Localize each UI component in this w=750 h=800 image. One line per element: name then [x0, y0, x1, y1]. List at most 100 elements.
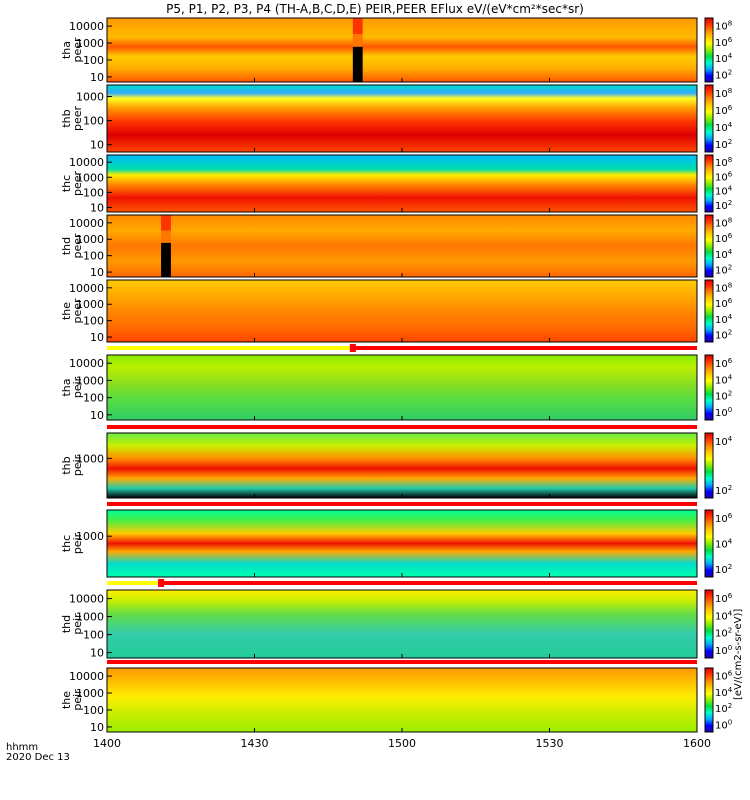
mode-bar-segment: [107, 425, 697, 429]
colorbar-the-peir: 100 102 104 106: [704, 667, 733, 733]
colorbar-tick-label: 102: [715, 138, 732, 151]
y-tick-label: 100: [83, 315, 104, 328]
y-tick-label: 10000: [69, 20, 104, 33]
y-axis-label: the: [60, 302, 73, 320]
spectrogram-tha-peer: [107, 18, 697, 82]
colorbar-scale: [704, 279, 714, 343]
colorbar-tick-label: 102: [715, 68, 732, 81]
colorbar-tick-label: 104: [715, 248, 733, 261]
colorbar-tick-label: 100: [715, 718, 732, 731]
y-axis-label: peir: [71, 454, 84, 476]
mode-bar: [107, 502, 697, 506]
colorbar-tick-label: 106: [715, 104, 733, 117]
mode-bar-segment: [107, 346, 353, 350]
colorbar-tick-label: 106: [715, 670, 733, 683]
y-tick-label: 10000: [69, 670, 104, 683]
spectrogram-thc-peir: [107, 510, 697, 577]
colorbar-scale: [704, 354, 714, 421]
colorbar-tick-label: 108: [715, 156, 732, 169]
colorbar-tick-label: 106: [715, 36, 733, 49]
x-tick-label: 1400: [93, 737, 121, 750]
y-tick-label: 1000: [76, 171, 104, 184]
colorbar-tick-label: 102: [715, 199, 732, 212]
x-tick-label: 1430: [241, 737, 269, 750]
y-axis-label: thb: [60, 456, 73, 474]
y-tick-label: 10: [90, 201, 104, 214]
y-tick-label: 10000: [69, 282, 104, 295]
x-tick-label: 1500: [388, 737, 416, 750]
y-tick-label: 100: [83, 704, 104, 717]
y-tick-label: 1000: [76, 37, 104, 50]
mode-bar-segment: [352, 346, 697, 350]
y-tick-label: 10: [90, 331, 104, 344]
mode-bar-segment: [107, 502, 697, 506]
y-tick-label: 100: [83, 54, 104, 67]
y-axis-label: peer: [71, 233, 84, 259]
y-tick-label: 10: [90, 71, 104, 84]
colorbar-tick-label: 102: [715, 484, 732, 497]
y-tick-label: 1000: [76, 374, 104, 387]
y-tick-label: 1000: [76, 530, 104, 543]
colorbar-tick-label: 106: [715, 297, 733, 310]
colorbar-tick-label: 108: [715, 20, 732, 33]
spectrogram-the-peer: [107, 280, 697, 342]
time-label-date: 2020 Dec 13: [6, 752, 70, 763]
colorbar-thb-peir: 102 104: [704, 432, 733, 499]
colorbar-tick-label: 102: [715, 627, 732, 640]
colorbar-tick-label: 104: [715, 185, 733, 198]
gap-fill-mid: [352, 34, 363, 47]
colorbar-tick-label: 108: [715, 216, 732, 229]
colorbar-tick-label: 104: [715, 609, 733, 622]
colorbar-thd-peer: 102 104 106 108: [704, 214, 733, 278]
figure-title: P5, P1, P2, P3, P4 (TH-A,B,C,D,E) PEIR,P…: [166, 2, 584, 16]
colorbar-scale: [704, 667, 714, 733]
y-axis-label: thc: [60, 535, 73, 552]
y-tick-label: 1000: [76, 611, 104, 624]
x-tick-label: 1600: [683, 737, 711, 750]
colorbar-scale: [704, 589, 714, 659]
colorbar-tick-label: 106: [715, 357, 733, 370]
y-tick-label: 100: [83, 186, 104, 199]
colorbar-tick-label: 104: [715, 121, 733, 134]
colorbar-scale: [704, 509, 714, 578]
colorbar-tha-peir: 100 102 104 106: [704, 354, 733, 421]
mode-bar: [107, 344, 697, 352]
y-axis-label: peir: [71, 613, 84, 635]
data-gap: [352, 46, 363, 82]
gap-fill-top: [352, 18, 363, 34]
colorbar-scale: [704, 432, 714, 499]
spectrogram-the-peir: [107, 668, 697, 732]
spectrogram-thb-peir: [107, 433, 697, 498]
colorbar-tha-peer: 102 104 106 108: [704, 17, 733, 83]
colorbar-tick-label: 102: [715, 264, 732, 277]
y-axis-label: thc: [60, 175, 73, 192]
colorbar-tick-label: 100: [715, 644, 732, 657]
colorbar-tick-label: 106: [715, 170, 733, 183]
y-tick-label: 10000: [69, 593, 104, 606]
mode-change-marker: [158, 579, 165, 587]
y-tick-label: 1000: [76, 298, 104, 311]
y-axis-label: peer: [71, 106, 84, 132]
y-tick-label: 100: [83, 392, 104, 405]
spectrogram-thc-peer: [107, 155, 697, 212]
gap-fill-top: [161, 215, 171, 231]
y-tick-label: 1000: [76, 91, 104, 104]
panels-group: 10100100010000thapeer101001000thbpeer101…: [60, 17, 698, 734]
colorbar-unit-label: [eV/(cm2-s-sr-eV)]: [733, 609, 744, 700]
y-axis-label: tha: [60, 41, 73, 59]
spectrogram-thd-peir: [107, 590, 697, 658]
y-tick-label: 10: [90, 409, 104, 422]
y-tick-label: 10000: [69, 217, 104, 230]
colorbar-thb-peer: 102 104 106 108: [704, 84, 733, 153]
y-axis-label: peir: [71, 689, 84, 711]
mode-bar: [107, 425, 697, 429]
y-tick-label: 10: [90, 139, 104, 152]
